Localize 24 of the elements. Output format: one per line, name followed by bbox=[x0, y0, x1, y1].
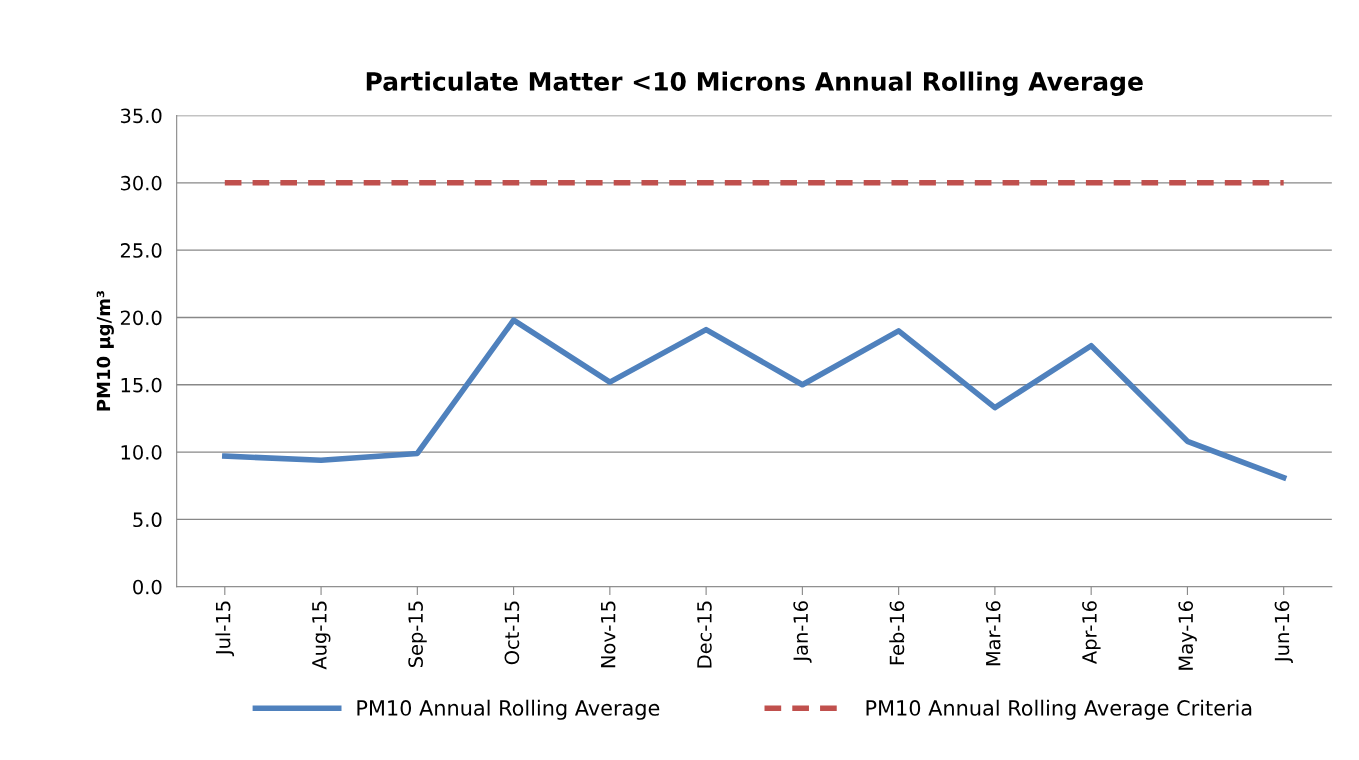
y-tick-label: 15.0 bbox=[121, 377, 162, 393]
y-tick-label: 5.0 bbox=[133, 512, 162, 528]
x-tick-label: Feb-16 bbox=[889, 601, 905, 665]
x-tick-label: Sep-15 bbox=[408, 601, 427, 668]
y-tick-label: 35.0 bbox=[120, 108, 162, 124]
x-tick-label: Jun-16 bbox=[1274, 601, 1293, 664]
x-tick-label: Nov-15 bbox=[601, 601, 616, 668]
y-tick-label: 10.0 bbox=[121, 445, 162, 460]
y-tick-label: 30.0 bbox=[120, 175, 162, 191]
x-tick-label: Dec-15 bbox=[697, 601, 712, 668]
y-tick-label: 25.0 bbox=[120, 243, 162, 258]
y-tick-label: 0.0 bbox=[133, 579, 162, 595]
legend-label: PM10 Annual Rolling Average Criteria bbox=[866, 699, 1252, 720]
chart-title: Particulate Matter <10 Microns Annual Rolling Average bbox=[366, 71, 1143, 96]
x-tick-label: May-16 bbox=[1178, 601, 1197, 670]
y-axis-title: PM10 µg/m³ bbox=[96, 291, 114, 411]
x-tick-label: Jul-15 bbox=[215, 601, 235, 657]
x-tick-label: Mar-16 bbox=[985, 601, 1001, 666]
x-tick-label: Aug-15 bbox=[312, 601, 331, 670]
y-tick-label: 20.0 bbox=[120, 310, 162, 326]
x-tick-label: Jan-16 bbox=[793, 601, 812, 663]
x-tick-label: Apr-16 bbox=[1082, 601, 1101, 664]
x-tick-label: Oct-15 bbox=[504, 601, 520, 665]
legend-label: PM10 Annual Rolling Average bbox=[357, 699, 660, 720]
